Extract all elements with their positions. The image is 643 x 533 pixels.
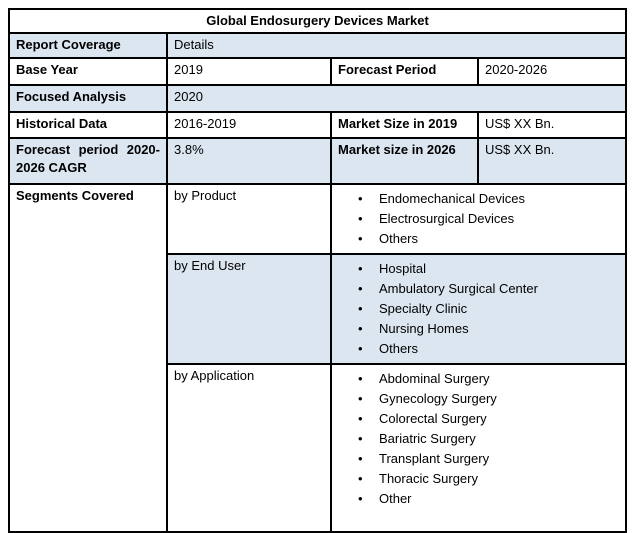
bullet-list-enduser: HospitalAmbulatory Surgical CenterSpecia… (338, 257, 619, 361)
title-row: Global Endosurgery Devices Market (7, 8, 628, 34)
market-size-2026-label: Market size in 2026 (330, 137, 479, 185)
report-summary-table: Global Endosurgery Devices Market Report… (7, 8, 628, 533)
segment-enduser-label: by End User (166, 253, 332, 365)
forecast-period-label: Forecast Period (330, 57, 479, 86)
bullet-item: Thoracic Surgery (358, 469, 619, 489)
forecast-cagr-row: Forecast period 2020-2026 CAGR 3.8% Mark… (8, 137, 628, 185)
base-year-value: 2019 (166, 57, 332, 86)
segments-covered-label: Segments Covered (8, 183, 168, 533)
base-year-label: Base Year (8, 57, 168, 86)
market-size-2019-value: US$ XX Bn. (476, 111, 628, 139)
bullet-item: Transplant Surgery (358, 449, 619, 469)
segment-application-label: by Application (166, 363, 332, 533)
forecast-cagr-label: Forecast period 2020-2026 CAGR (8, 137, 168, 185)
focused-analysis-label: Focused Analysis (8, 84, 168, 113)
segment-application-items-cell: Abdominal SurgeryGynecology SurgeryColor… (329, 363, 628, 533)
historical-data-row: Historical Data 2016-2019 Market Size in… (8, 111, 628, 139)
historical-data-value: 2016-2019 (166, 111, 332, 139)
bullet-item: Specialty Clinic (358, 299, 619, 319)
bullet-list-product: Endomechanical DevicesElectrosurgical De… (338, 187, 619, 251)
bullet-item: Electrosurgical Devices (358, 209, 619, 229)
bullet-item: Other (358, 489, 619, 509)
focused-analysis-row: Focused Analysis 2020 (8, 84, 628, 113)
report-coverage-row: Report Coverage Details (8, 32, 628, 59)
bullet-list-application: Abdominal SurgeryGynecology SurgeryColor… (338, 367, 619, 529)
bullet-item: Gynecology Surgery (358, 389, 619, 409)
segment-product-label: by Product (166, 183, 332, 255)
forecast-cagr-value: 3.8% (166, 137, 332, 185)
segment-enduser-row: by End User HospitalAmbulatory Surgical … (9, 253, 628, 365)
market-size-2019-label: Market Size in 2019 (330, 111, 479, 139)
report-coverage-label: Report Coverage (8, 32, 168, 59)
bullet-item: Ambulatory Surgical Center (358, 279, 619, 299)
historical-data-label: Historical Data (8, 111, 168, 139)
bullet-item: Others (358, 339, 619, 359)
bullet-item: Others (358, 229, 619, 249)
bullet-item: Hospital (358, 259, 619, 279)
segment-product-items-cell: Endomechanical DevicesElectrosurgical De… (329, 183, 628, 255)
bullet-item: Abdominal Surgery (358, 369, 619, 389)
table-title: Global Endosurgery Devices Market (7, 8, 628, 34)
bullet-item: Bariatric Surgery (358, 429, 619, 449)
segment-product-row: Segments Covered by Product Endomechanic… (8, 183, 628, 533)
segment-enduser-items-cell: HospitalAmbulatory Surgical CenterSpecia… (329, 253, 628, 365)
forecast-period-value: 2020-2026 (476, 57, 628, 86)
bullet-item: Nursing Homes (358, 319, 619, 339)
focused-analysis-value: 2020 (165, 84, 628, 113)
bullet-item: Endomechanical Devices (358, 189, 619, 209)
page: Global Endosurgery Devices Market Report… (0, 0, 643, 483)
base-year-row: Base Year 2019 Forecast Period 2020-2026 (8, 57, 628, 86)
report-coverage-value: Details (165, 32, 628, 59)
bullet-item: Colorectal Surgery (358, 409, 619, 429)
market-size-2026-value: US$ XX Bn. (476, 137, 628, 185)
